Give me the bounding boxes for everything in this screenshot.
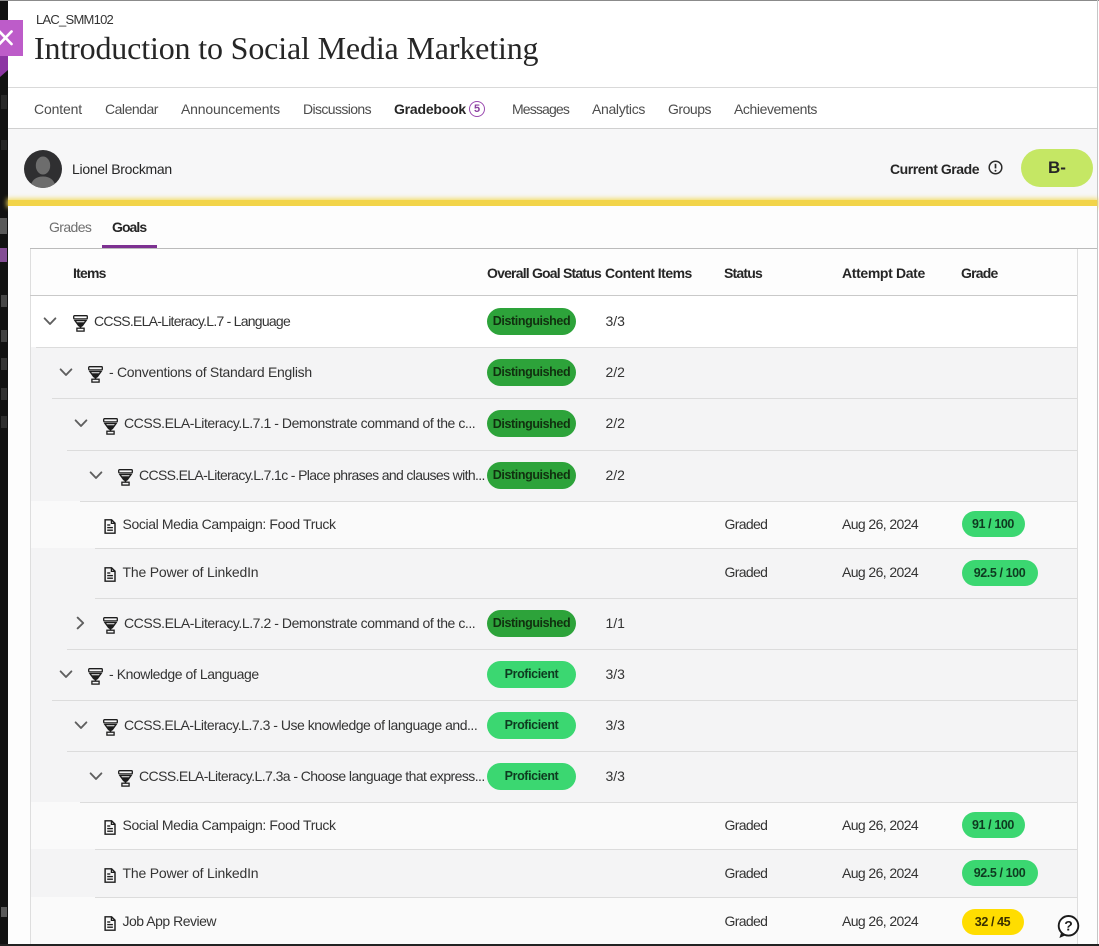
svg-text:?: ? <box>1064 918 1073 934</box>
